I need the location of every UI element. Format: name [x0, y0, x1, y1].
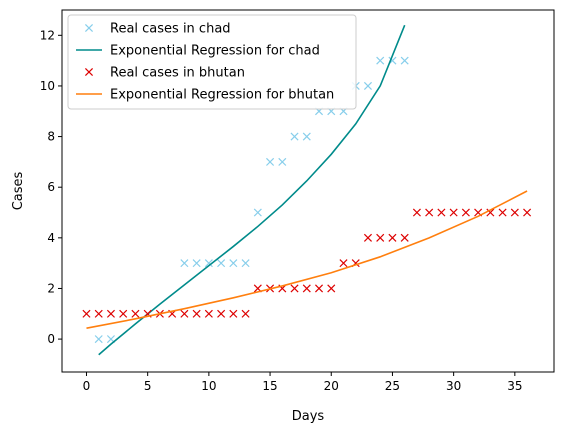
series-0-point-12	[302, 132, 311, 141]
legend: Real cases in chad Exponential Regression…	[67, 14, 357, 110]
series-2-point-19	[314, 284, 324, 293]
series-0-point-6	[229, 259, 238, 268]
series-3-line	[86, 190, 528, 329]
legend-label-3: Exponential Regression for bhutan	[110, 88, 334, 103]
x-tick-label-10: 10	[201, 379, 216, 393]
series-2-point-27	[412, 208, 421, 217]
legend-marker-2	[84, 67, 94, 77]
series-2-point-20	[327, 284, 336, 293]
series-2-point-21	[339, 259, 348, 268]
series-2-point-29	[437, 208, 446, 217]
y-tick-label-4: 4	[47, 231, 55, 245]
series-2-point-31	[461, 208, 470, 217]
series-0-point-17	[363, 81, 372, 90]
series-2-point-1	[94, 309, 103, 318]
x-tick-label-0: 0	[83, 379, 91, 393]
y-tick-label-10: 10	[40, 79, 55, 93]
series-2-point-23	[363, 233, 372, 242]
series-2-point-18	[302, 284, 311, 293]
x-tick-label-5: 5	[144, 379, 152, 393]
series-0-point-2	[180, 259, 189, 268]
series-2-point-28	[425, 208, 434, 217]
axes-frame	[61, 9, 555, 373]
y-tick-label-6: 6	[47, 180, 55, 194]
y-tick-label-8: 8	[47, 130, 55, 144]
series-0-point-8	[253, 208, 262, 217]
series-2-point-12	[229, 309, 238, 318]
series-1-line	[98, 24, 406, 356]
series-0-point-18	[376, 56, 385, 65]
series-2-point-34	[498, 208, 507, 217]
y-axis-label: Cases	[11, 171, 26, 210]
series-0-point-11	[290, 132, 299, 141]
legend-marker-0	[84, 23, 94, 33]
legend-label-0: Real cases in chad	[110, 22, 231, 37]
legend-label-2: Real cases in bhutan	[110, 66, 245, 81]
series-2-point-3	[119, 309, 128, 318]
series-0-point-4	[204, 259, 213, 268]
x-tick-label-30: 30	[446, 379, 461, 393]
series-0-points	[94, 56, 409, 344]
y-axis-ticks: 0 2 4 6 8 10 12	[40, 28, 62, 346]
series-0-point-0	[94, 335, 103, 344]
series-2-point-0	[82, 309, 91, 318]
series-2-point-25	[388, 233, 397, 242]
series-2-point-30	[449, 208, 458, 217]
series-2-point-11	[217, 309, 226, 318]
series-2-point-24	[376, 233, 385, 242]
y-tick-label-0: 0	[47, 332, 55, 346]
series-2-point-35	[510, 208, 519, 217]
x-axis-label: Days	[292, 409, 325, 424]
x-tick-label-20: 20	[324, 379, 339, 393]
series-2-point-4	[131, 309, 140, 318]
x-tick-label-15: 15	[262, 379, 277, 393]
series-0-point-5	[217, 259, 226, 268]
series-2-point-10	[204, 309, 213, 318]
x-tick-label-35: 35	[507, 379, 522, 393]
series-0-point-20	[400, 56, 409, 65]
series-0-point-10	[278, 157, 287, 166]
y-tick-label-12: 12	[40, 28, 55, 42]
series-2-point-8	[180, 309, 189, 318]
series-2-point-13	[241, 309, 250, 318]
series-2-point-9	[192, 309, 201, 318]
plot-area	[82, 24, 532, 356]
legend-box	[67, 14, 357, 110]
series-2-point-26	[400, 233, 409, 242]
series-2-point-17	[290, 284, 299, 293]
legend-label-1: Exponential Regression for chad	[110, 44, 320, 59]
series-0-point-9	[266, 157, 275, 166]
x-axis-ticks: 0 5 10 15 20 25 30 35	[83, 372, 522, 393]
series-0-point-3	[192, 259, 201, 268]
series-0-point-7	[241, 259, 250, 268]
y-tick-label-2: 2	[47, 281, 55, 295]
series-2-point-36	[523, 208, 532, 217]
series-2-point-33	[486, 208, 495, 217]
series-2-point-2	[106, 309, 115, 318]
series-2-points	[82, 208, 532, 318]
x-tick-label-25: 25	[385, 379, 400, 393]
